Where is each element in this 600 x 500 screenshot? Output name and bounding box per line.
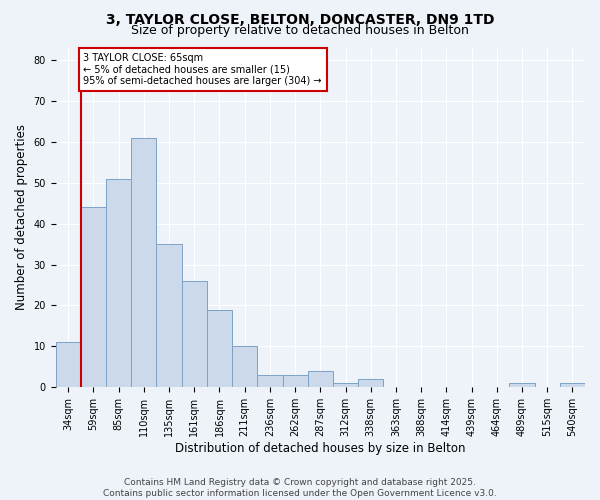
Bar: [509, 384, 535, 388]
Bar: [56, 342, 81, 388]
Text: 3, TAYLOR CLOSE, BELTON, DONCASTER, DN9 1TD: 3, TAYLOR CLOSE, BELTON, DONCASTER, DN9 …: [106, 12, 494, 26]
Bar: [358, 379, 383, 388]
Bar: [81, 207, 106, 388]
Bar: [333, 384, 358, 388]
Bar: [106, 178, 131, 388]
Bar: [560, 384, 585, 388]
Bar: [207, 310, 232, 388]
Bar: [308, 371, 333, 388]
Bar: [283, 375, 308, 388]
X-axis label: Distribution of detached houses by size in Belton: Distribution of detached houses by size …: [175, 442, 466, 455]
Bar: [257, 375, 283, 388]
Bar: [232, 346, 257, 388]
Text: 3 TAYLOR CLOSE: 65sqm
← 5% of detached houses are smaller (15)
95% of semi-detac: 3 TAYLOR CLOSE: 65sqm ← 5% of detached h…: [83, 52, 322, 86]
Text: Size of property relative to detached houses in Belton: Size of property relative to detached ho…: [131, 24, 469, 37]
Bar: [157, 244, 182, 388]
Text: Contains HM Land Registry data © Crown copyright and database right 2025.
Contai: Contains HM Land Registry data © Crown c…: [103, 478, 497, 498]
Bar: [131, 138, 157, 388]
Y-axis label: Number of detached properties: Number of detached properties: [15, 124, 28, 310]
Bar: [182, 281, 207, 388]
